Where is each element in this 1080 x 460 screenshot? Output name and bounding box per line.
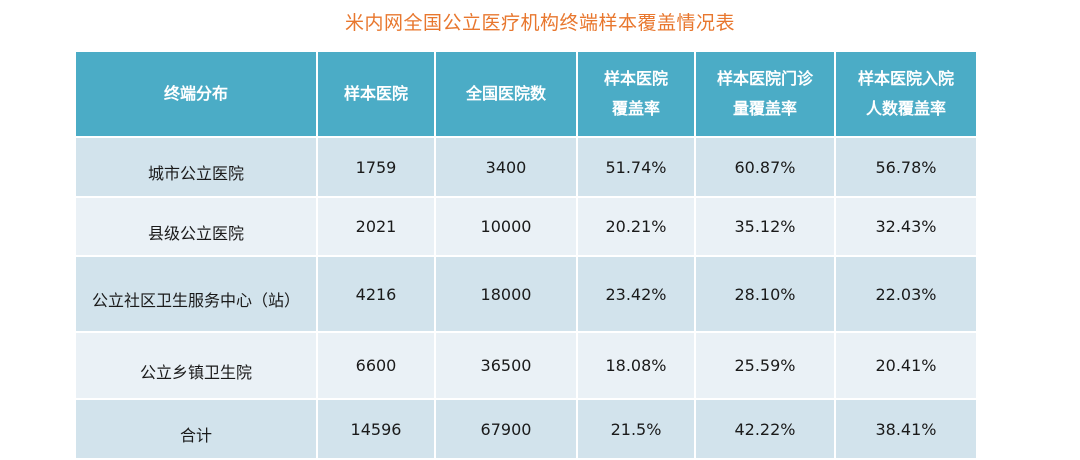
header-admission-coverage-line2: 人数覆盖率 [865,99,946,118]
cell-admission-coverage: 20.41% [834,331,978,400]
header-terminal: 终端分布 [74,50,318,138]
cell-sample-hospitals: 14596 [316,398,436,460]
cell-terminal: 公立乡镇卫生院 [74,331,318,400]
header-sample-hospitals-line1: 样本医院 [343,84,408,103]
cell-sample-hospitals: 2021 [316,196,436,257]
table-row: 县级公立医院 2021 10000 20.21% 35.12% 32.43% [74,196,978,257]
table-title: 米内网全国公立医疗机构终端样本覆盖情况表 [344,12,735,34]
cell-admission-coverage: 38.41% [834,398,978,460]
header-coverage-line1: 样本医院 [603,69,668,88]
table-row: 公立社区卫生服务中心（站） 4216 18000 23.42% 28.10% 2… [74,255,978,333]
table-row: 合计 14596 67900 21.5% 42.22% 38.41% [74,398,978,460]
header-sample-hospitals: 样本医院 [316,50,436,138]
cell-coverage: 20.21% [576,196,696,257]
header-admission-coverage: 样本医院入院 人数覆盖率 [834,50,978,138]
header-coverage-line2: 覆盖率 [611,99,660,118]
cell-national-hospitals: 3400 [434,136,578,198]
coverage-table: 终端分布 样本医院 全国医院数 样本医院 覆盖率 样本医院门诊 量覆盖率 样本医… [74,50,978,460]
cell-coverage: 21.5% [576,398,696,460]
cell-sample-hospitals: 6600 [316,331,436,400]
cell-sample-hospitals: 4216 [316,255,436,333]
cell-outpatient-coverage: 35.12% [694,196,836,257]
cell-outpatient-coverage: 25.59% [694,331,836,400]
cell-admission-coverage: 22.03% [834,255,978,333]
header-row: 终端分布 样本医院 全国医院数 样本医院 覆盖率 样本医院门诊 量覆盖率 样本医… [74,50,978,138]
cell-terminal: 县级公立医院 [74,196,318,257]
header-terminal-line1: 终端分布 [163,84,228,103]
header-national-hospitals: 全国医院数 [434,50,578,138]
header-outpatient-coverage-line1: 样本医院门诊 [716,69,813,88]
cell-admission-coverage: 32.43% [834,196,978,257]
cell-coverage: 18.08% [576,331,696,400]
cell-outpatient-coverage: 60.87% [694,136,836,198]
cell-terminal: 公立社区卫生服务中心（站） [74,255,318,333]
cell-national-hospitals: 67900 [434,398,578,460]
cell-admission-coverage: 56.78% [834,136,978,198]
cell-outpatient-coverage: 28.10% [694,255,836,333]
table-row: 城市公立医院 1759 3400 51.74% 60.87% 56.78% [74,136,978,198]
cell-outpatient-coverage: 42.22% [694,398,836,460]
cell-sample-hospitals: 1759 [316,136,436,198]
cell-national-hospitals: 10000 [434,196,578,257]
cell-terminal: 城市公立医院 [74,136,318,198]
cell-national-hospitals: 36500 [434,331,578,400]
cell-terminal: 合计 [74,398,318,460]
header-outpatient-coverage: 样本医院门诊 量覆盖率 [694,50,836,138]
table-row: 公立乡镇卫生院 6600 36500 18.08% 25.59% 20.41% [74,331,978,400]
cell-coverage: 51.74% [576,136,696,198]
header-outpatient-coverage-line2: 量覆盖率 [732,99,797,118]
header-admission-coverage-line1: 样本医院入院 [857,69,954,88]
cell-national-hospitals: 18000 [434,255,578,333]
header-national-hospitals-line1: 全国医院数 [465,84,546,103]
cell-coverage: 23.42% [576,255,696,333]
header-coverage: 样本医院 覆盖率 [576,50,696,138]
